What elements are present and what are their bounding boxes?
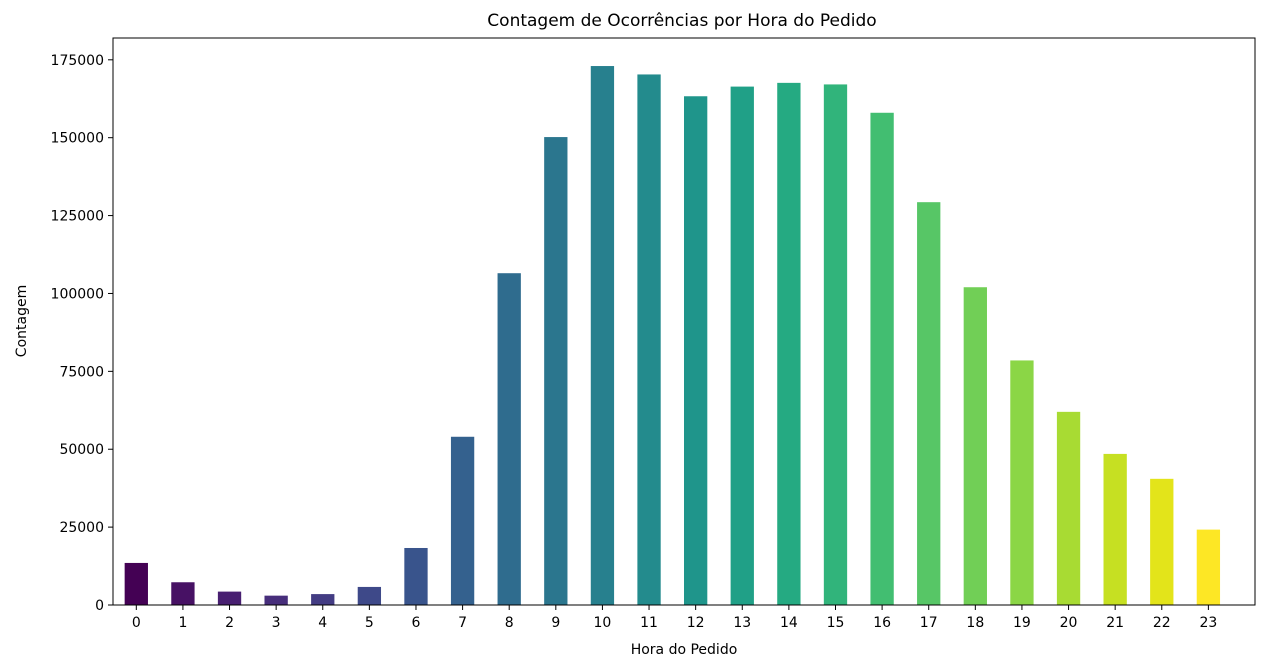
y-tick-label: 125000 — [51, 209, 104, 225]
y-tick-label: 100000 — [51, 286, 104, 302]
bar-hour-17 — [917, 202, 941, 605]
bar-hour-7 — [450, 436, 475, 605]
bar-hour-14 — [777, 82, 801, 605]
y-axis: 0 25000 50000 75000 100000 125000 150000 175000 — [51, 53, 113, 614]
x-tick-label: 16 — [873, 615, 891, 631]
bar-hour-1 — [171, 582, 195, 605]
x-tick-label: 2 — [225, 615, 234, 631]
x-tick-label: 10 — [594, 615, 612, 631]
bar-hour-12 — [684, 96, 708, 605]
bar-hour-6 — [404, 547, 428, 605]
y-tick-label: 0 — [95, 598, 104, 614]
bar-hour-19 — [1010, 360, 1034, 605]
bar-hour-13 — [730, 86, 754, 606]
x-tick-label: 17 — [920, 615, 938, 631]
bar-hour-9 — [544, 137, 568, 606]
y-tick-label: 25000 — [59, 520, 104, 536]
x-tick-label: 19 — [1013, 615, 1031, 631]
x-tick-label: 3 — [272, 615, 281, 631]
x-axis-label: Hora do Pedido — [631, 642, 738, 658]
bar-hour-15 — [823, 84, 848, 605]
x-tick-label: 23 — [1199, 615, 1217, 631]
x-tick-label: 14 — [780, 615, 798, 631]
bar-hour-23 — [1196, 529, 1221, 605]
bar-hour-11 — [637, 74, 661, 605]
x-tick-label: 21 — [1106, 615, 1124, 631]
bar-hour-10 — [590, 66, 615, 606]
x-tick-label: 13 — [733, 615, 751, 631]
bar-hour-20 — [1056, 411, 1081, 605]
bar-hour-0 — [124, 562, 148, 605]
x-tick-label: 22 — [1153, 615, 1171, 631]
bar-hour-18 — [963, 287, 987, 605]
bar-hour-21 — [1103, 453, 1127, 605]
bar-hour-2 — [217, 591, 242, 605]
x-axis: 0 1 2 3 4 5 6 7 8 9 10 11 12 13 14 15 16 17 18 19 20 21 22 23 — [132, 605, 1217, 631]
y-tick-label: 75000 — [59, 364, 104, 380]
y-axis-label: Contagem — [14, 285, 30, 357]
x-tick-label: 18 — [966, 615, 984, 631]
bar-hour-16 — [870, 112, 894, 606]
x-tick-label: 11 — [640, 615, 658, 631]
x-tick-label: 4 — [318, 615, 327, 631]
x-tick-label: 15 — [827, 615, 845, 631]
x-tick-label: 12 — [687, 615, 705, 631]
x-tick-label: 7 — [458, 615, 467, 631]
x-tick-label: 5 — [365, 615, 374, 631]
x-tick-label: 0 — [132, 615, 141, 631]
y-tick-label: 50000 — [59, 442, 104, 458]
x-tick-label: 20 — [1060, 615, 1078, 631]
plot-frame — [112, 37, 1256, 606]
x-tick-label: 8 — [505, 615, 514, 631]
y-tick-label: 150000 — [51, 131, 104, 147]
bar-hour-5 — [357, 586, 382, 605]
x-tick-label: 1 — [178, 615, 187, 631]
bars-group — [124, 66, 1221, 606]
chart-title: Contagem de Ocorrências por Hora do Pedi… — [487, 11, 876, 31]
bar-hour-8 — [497, 273, 521, 605]
bar-hour-4 — [311, 594, 335, 605]
x-tick-label: 9 — [551, 615, 560, 631]
bar-hour-22 — [1150, 478, 1174, 605]
x-tick-label: 6 — [412, 615, 421, 631]
bar-hour-3 — [264, 595, 288, 605]
y-tick-label: 175000 — [51, 53, 104, 69]
